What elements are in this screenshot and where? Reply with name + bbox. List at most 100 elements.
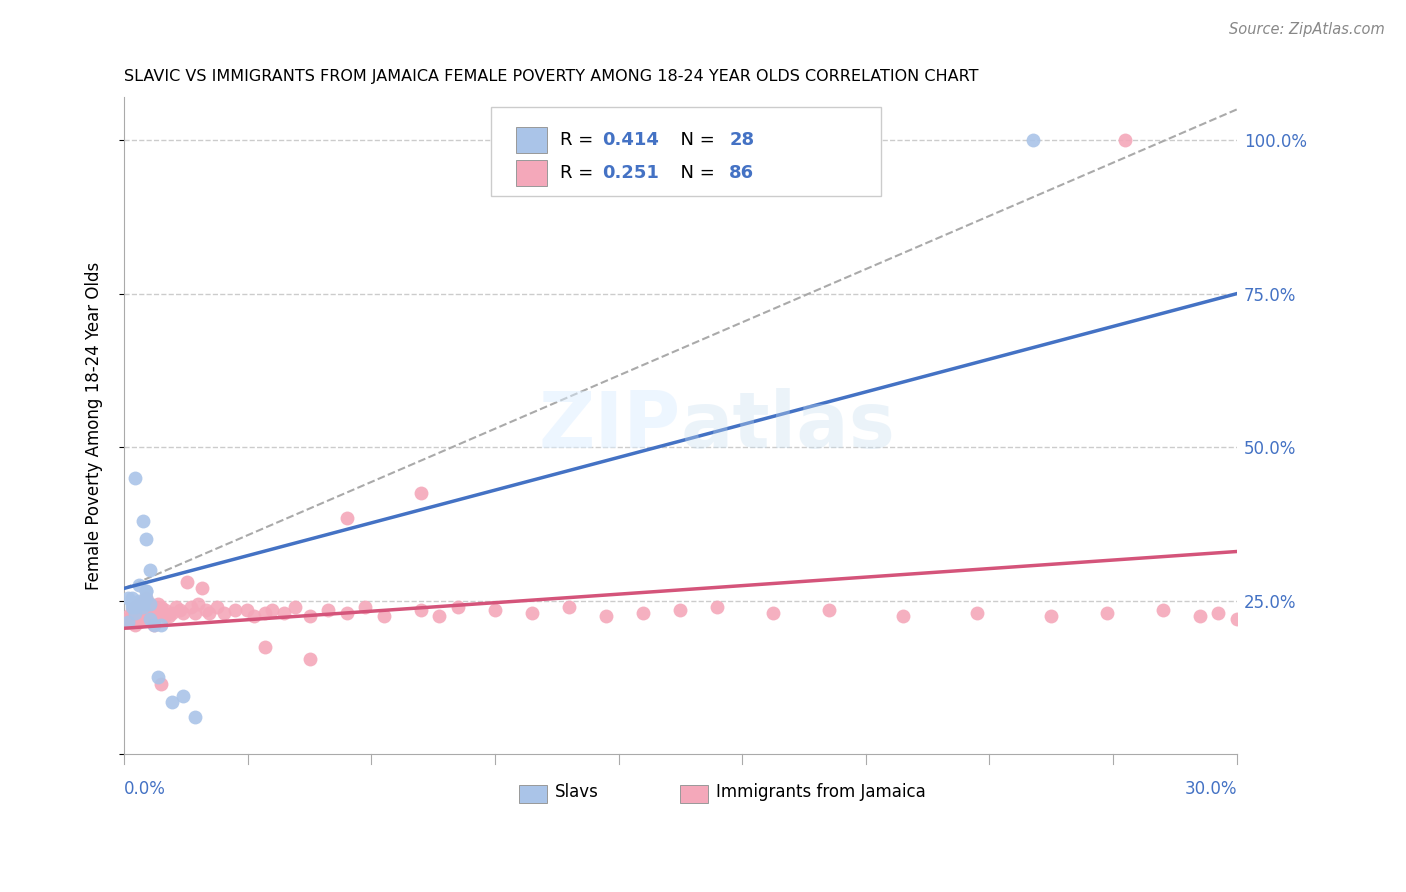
Point bbox=[1095, 606, 1118, 620]
Text: R =: R = bbox=[560, 164, 599, 182]
Point bbox=[484, 603, 506, 617]
Point bbox=[762, 606, 785, 620]
Text: N =: N = bbox=[669, 131, 721, 149]
Point bbox=[162, 695, 184, 709]
Text: R =: R = bbox=[560, 131, 599, 149]
Point bbox=[131, 599, 153, 614]
Point bbox=[373, 609, 395, 624]
Point bbox=[633, 606, 655, 620]
Point bbox=[121, 603, 143, 617]
Point bbox=[142, 606, 165, 620]
Point bbox=[1022, 133, 1045, 147]
Point bbox=[235, 603, 257, 617]
Point bbox=[142, 618, 165, 632]
Point bbox=[891, 609, 914, 624]
Point bbox=[135, 584, 157, 599]
FancyBboxPatch shape bbox=[491, 107, 880, 195]
Text: 0.0%: 0.0% bbox=[124, 780, 166, 798]
Point bbox=[124, 618, 146, 632]
Point bbox=[128, 609, 150, 624]
Point bbox=[128, 593, 150, 607]
Point bbox=[135, 591, 157, 605]
Point bbox=[121, 599, 143, 614]
Point bbox=[131, 514, 153, 528]
Point bbox=[214, 606, 236, 620]
Text: 0.414: 0.414 bbox=[603, 131, 659, 149]
Point bbox=[172, 606, 194, 620]
Point bbox=[124, 612, 146, 626]
Point bbox=[157, 609, 180, 624]
Point bbox=[520, 606, 543, 620]
Point bbox=[128, 578, 150, 592]
Point bbox=[124, 606, 146, 620]
Point bbox=[117, 615, 139, 629]
Point bbox=[183, 710, 205, 724]
Point bbox=[121, 615, 143, 629]
Text: Slavs: Slavs bbox=[555, 783, 599, 801]
Point bbox=[205, 599, 228, 614]
Bar bbox=[681, 785, 709, 804]
Point bbox=[1226, 612, 1249, 626]
Point bbox=[121, 597, 143, 611]
Point bbox=[131, 612, 153, 626]
Point bbox=[124, 606, 146, 620]
Text: 86: 86 bbox=[730, 164, 755, 182]
Point bbox=[273, 606, 295, 620]
Point bbox=[146, 597, 169, 611]
Point bbox=[128, 603, 150, 617]
Point bbox=[135, 597, 157, 611]
Point bbox=[142, 612, 165, 626]
Point bbox=[180, 599, 202, 614]
Point bbox=[316, 603, 339, 617]
Point bbox=[121, 609, 143, 624]
Point bbox=[128, 597, 150, 611]
Point bbox=[135, 591, 157, 605]
Text: atlas: atlas bbox=[681, 388, 896, 464]
Point bbox=[124, 599, 146, 614]
Point bbox=[254, 640, 277, 654]
Point bbox=[284, 599, 307, 614]
Bar bbox=[516, 127, 547, 153]
Point bbox=[131, 606, 153, 620]
Point bbox=[124, 471, 146, 485]
Point bbox=[176, 575, 198, 590]
Point bbox=[139, 597, 162, 611]
Point bbox=[298, 652, 321, 666]
Point bbox=[124, 599, 146, 614]
Point bbox=[706, 599, 728, 614]
Point bbox=[162, 606, 184, 620]
Point bbox=[139, 597, 162, 611]
Point bbox=[131, 593, 153, 607]
Point bbox=[427, 609, 450, 624]
Point bbox=[165, 599, 187, 614]
Point bbox=[595, 609, 617, 624]
Point bbox=[146, 603, 169, 617]
Point bbox=[139, 563, 162, 577]
Point bbox=[139, 603, 162, 617]
Point bbox=[817, 603, 839, 617]
Point bbox=[135, 609, 157, 624]
Point bbox=[254, 606, 277, 620]
Text: 30.0%: 30.0% bbox=[1184, 780, 1237, 798]
Point bbox=[117, 615, 139, 629]
Point bbox=[966, 606, 988, 620]
Point bbox=[153, 609, 176, 624]
Text: Immigrants from Jamaica: Immigrants from Jamaica bbox=[716, 783, 925, 801]
Point bbox=[1040, 609, 1063, 624]
Point bbox=[117, 609, 139, 624]
Point bbox=[1206, 606, 1229, 620]
Point bbox=[262, 603, 284, 617]
Text: SLAVIC VS IMMIGRANTS FROM JAMAICA FEMALE POVERTY AMONG 18-24 YEAR OLDS CORRELATI: SLAVIC VS IMMIGRANTS FROM JAMAICA FEMALE… bbox=[124, 69, 979, 84]
Point bbox=[150, 676, 173, 690]
Point bbox=[139, 612, 162, 626]
Point bbox=[336, 510, 359, 524]
Point bbox=[146, 670, 169, 684]
Point bbox=[150, 606, 173, 620]
Point bbox=[142, 618, 165, 632]
Point bbox=[117, 612, 139, 626]
Point bbox=[243, 609, 266, 624]
Point bbox=[121, 591, 143, 605]
Text: Source: ZipAtlas.com: Source: ZipAtlas.com bbox=[1229, 22, 1385, 37]
Text: ZIP: ZIP bbox=[538, 388, 681, 464]
Point bbox=[191, 582, 214, 596]
